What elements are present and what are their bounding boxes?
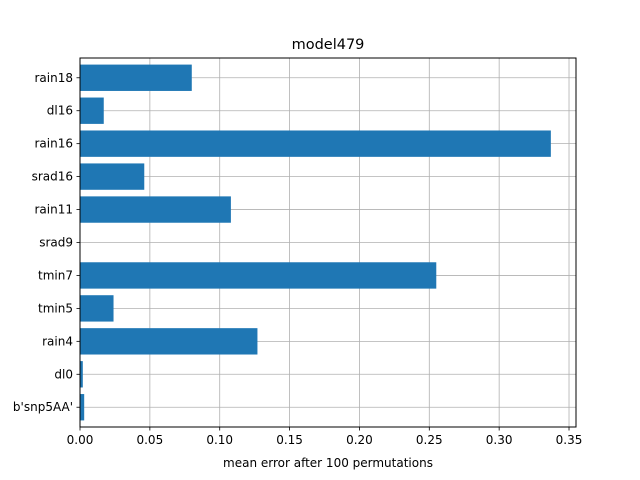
y-tick-label: tmin7 <box>38 268 73 282</box>
x-tick-label: 0.25 <box>416 433 443 447</box>
y-tick-label: dl16 <box>47 104 73 118</box>
y-tick-label: rain18 <box>35 71 74 85</box>
y-tick-label: tmin5 <box>38 301 73 315</box>
grid-lines <box>79 58 576 427</box>
y-tick-label: srad16 <box>32 170 73 184</box>
x-tick-label: 0.00 <box>67 433 94 447</box>
x-tick-label: 0.05 <box>136 433 163 447</box>
y-tick-label: rain11 <box>35 203 74 217</box>
bar <box>80 295 114 322</box>
bar <box>80 163 145 190</box>
y-tick-label: srad9 <box>39 236 73 250</box>
x-tick-label: 0.15 <box>276 433 303 447</box>
x-tick-label: 0.35 <box>556 433 583 447</box>
y-axis-ticks: b'snp5AA' dl0 rain4 tmin5 tmin7 srad9 rain11 sr… <box>13 71 80 414</box>
bar <box>80 64 192 91</box>
bar <box>80 328 258 355</box>
chart-title: model479 <box>292 37 365 53</box>
bar <box>80 394 85 421</box>
x-tick-label: 0.10 <box>206 433 233 447</box>
bar <box>80 361 83 388</box>
x-tick-label: 0.30 <box>486 433 513 447</box>
bar <box>80 196 231 223</box>
y-tick-label: rain4 <box>42 334 73 348</box>
x-tick-label: 0.20 <box>346 433 373 447</box>
y-tick-label: dl0 <box>54 367 73 381</box>
bar <box>80 97 104 124</box>
y-tick-label: b'snp5AA' <box>13 400 73 414</box>
bars <box>80 64 551 421</box>
bar <box>80 130 551 157</box>
x-axis-ticks: 0.00 0.05 0.10 0.15 0.20 0.25 0.30 0.35 <box>67 427 583 447</box>
x-axis-label: mean error after 100 permutations <box>223 456 433 470</box>
y-tick-label: rain16 <box>35 137 74 151</box>
bar <box>80 262 437 289</box>
